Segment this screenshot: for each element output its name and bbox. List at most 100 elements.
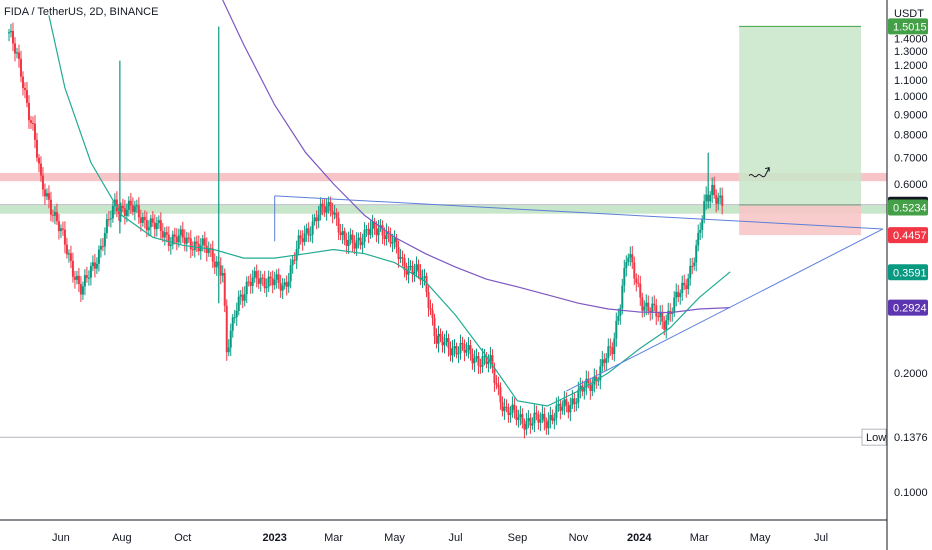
candle-body (31, 122, 34, 124)
candle-body (627, 257, 630, 263)
candle-body (391, 242, 394, 244)
candle-body (367, 229, 370, 235)
candle-body (695, 245, 698, 263)
support-zone (0, 205, 887, 214)
candle-body (555, 405, 558, 419)
candle-body (421, 277, 424, 281)
y-tick-label: 0.7000 (894, 153, 928, 165)
candle-body (349, 234, 352, 240)
candle-body (155, 223, 158, 230)
candle-body (693, 262, 696, 267)
candle-body (93, 262, 96, 269)
candle-body (347, 239, 350, 247)
candle-body (507, 407, 510, 415)
y-tick-label: 1.4000 (894, 33, 928, 45)
candle-body (665, 320, 668, 330)
candle-body (613, 338, 616, 355)
candle-body (281, 285, 284, 291)
price-badge-label: 0.3591 (893, 267, 927, 279)
candle-body (651, 303, 654, 313)
candle-body (205, 245, 208, 254)
candle-body (711, 184, 714, 195)
x-tick-label: May (750, 532, 771, 544)
candle-body (523, 423, 526, 430)
candle-body (465, 350, 468, 353)
candle-body (641, 297, 644, 311)
candle-body (595, 376, 598, 382)
trendline[interactable] (566, 228, 884, 392)
candle-body (119, 205, 122, 214)
candle-body (117, 211, 120, 214)
y-tick-label: 0.6000 (894, 179, 928, 191)
candle-body (69, 253, 72, 261)
candle-body (585, 378, 588, 388)
candle-body (123, 208, 126, 216)
ema-slow-line (222, 0, 731, 314)
candle-body (515, 409, 518, 420)
x-tick-label: Jul (448, 532, 462, 544)
candle-body (39, 163, 42, 176)
candle-body (661, 312, 664, 322)
candle-body (373, 221, 376, 229)
candle-body (65, 244, 68, 255)
candle-body (183, 237, 186, 244)
candle-body (681, 282, 684, 294)
candle-body (97, 249, 100, 264)
candle-body (517, 417, 520, 420)
candle-body (415, 264, 418, 272)
candle-body (327, 202, 330, 207)
candle-body (645, 302, 648, 307)
candle-body (433, 318, 436, 337)
candle-body (721, 195, 724, 206)
candle-body (283, 282, 286, 286)
candle-body (383, 235, 386, 240)
candle-body (631, 254, 634, 263)
candle-body (191, 249, 194, 251)
x-tick-label: May (384, 532, 405, 544)
candle-body (313, 217, 316, 222)
candle-body (469, 345, 472, 355)
candle-body (253, 271, 256, 278)
resistance-zone (0, 172, 887, 182)
trendline[interactable] (274, 195, 884, 230)
candle-body (279, 283, 282, 291)
candle-body (249, 281, 252, 286)
candle-body (497, 384, 500, 388)
candle-body (59, 228, 62, 232)
candle-body (603, 359, 606, 364)
candle-body (147, 227, 150, 231)
stop-area[interactable] (739, 204, 862, 236)
candle-body (393, 237, 396, 243)
price-badge-label: 0.4457 (893, 230, 927, 242)
candle-body (549, 414, 552, 420)
candle-body (531, 423, 534, 426)
candle-body (395, 237, 398, 248)
candle-body (431, 309, 434, 319)
y-tick-label: 0.9000 (894, 109, 928, 121)
candle-body (243, 294, 246, 301)
candle-body (471, 354, 474, 364)
candle-body (33, 123, 36, 140)
candle-body (663, 321, 666, 330)
candle-body (689, 265, 692, 279)
candle-body (617, 315, 620, 321)
candle-body (345, 239, 348, 247)
candle-body (405, 270, 408, 275)
candle-body (149, 218, 152, 228)
candle-body (501, 402, 504, 412)
candle-body (361, 242, 364, 246)
candle-body (539, 419, 542, 423)
x-tick-label: 2024 (627, 532, 652, 544)
candle-body (605, 358, 608, 364)
candle-body (679, 293, 682, 297)
target-area[interactable] (739, 26, 862, 205)
candle-body (425, 276, 428, 293)
candle-body (101, 246, 104, 248)
candle-body (561, 406, 564, 411)
y-tick-label: 1.0000 (894, 91, 928, 103)
price-badge: 0.2924 (888, 299, 928, 316)
price-badge-bg (888, 299, 928, 316)
candle-body (221, 273, 224, 276)
candle-body (79, 284, 82, 295)
